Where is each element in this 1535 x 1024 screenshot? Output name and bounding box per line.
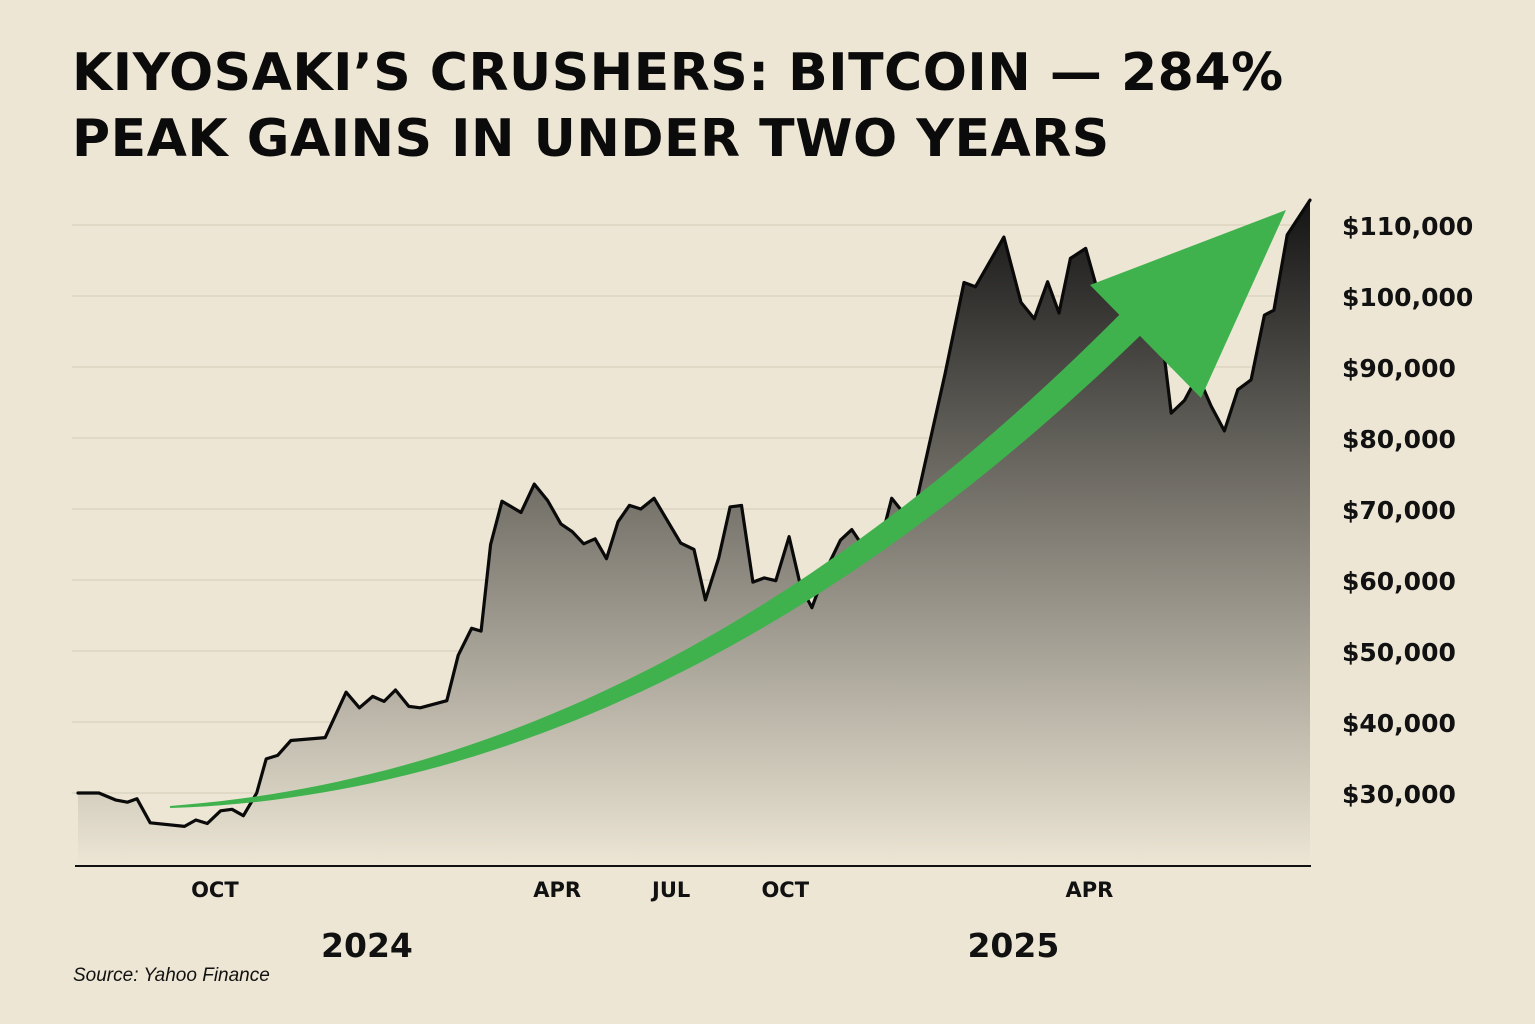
year-label: 2024 bbox=[321, 926, 413, 965]
y-tick-label: $90,000 bbox=[1342, 354, 1456, 383]
trend-arrow-head bbox=[1090, 210, 1286, 398]
y-tick-label: $70,000 bbox=[1342, 496, 1456, 525]
year-labels: 2024 2025 bbox=[321, 926, 1059, 965]
x-tick-label: JUL bbox=[650, 878, 690, 902]
y-tick-label: $40,000 bbox=[1342, 709, 1456, 738]
x-tick-label: OCT bbox=[761, 878, 809, 902]
chart-title-line-1: KIYOSAKI’S CRUSHERS: BITCOIN — 284% bbox=[72, 43, 1284, 103]
x-tick-label: APR bbox=[533, 878, 581, 902]
trend-arrow-icon bbox=[169, 210, 1286, 808]
y-tick-label: $100,000 bbox=[1342, 283, 1473, 312]
year-label: 2025 bbox=[967, 926, 1059, 965]
y-tick-label: $110,000 bbox=[1342, 212, 1473, 241]
y-tick-label: $30,000 bbox=[1342, 780, 1456, 809]
x-axis-ticks: OCT APR JUL OCT APR bbox=[191, 878, 1113, 902]
y-axis-ticks: $30,000 $40,000 $50,000 $60,000 $70,000 $80,0… bbox=[1342, 212, 1473, 809]
chart-title: KIYOSAKI’S CRUSHERS: BITCOIN — 284% PEAK… bbox=[72, 40, 1492, 172]
source-note: Source: Yahoo Finance bbox=[73, 965, 270, 986]
x-tick-label: OCT bbox=[191, 878, 239, 902]
y-tick-label: $50,000 bbox=[1342, 638, 1456, 667]
chart-title-line-2: PEAK GAINS IN UNDER TWO YEARS bbox=[72, 109, 1110, 169]
y-tick-label: $60,000 bbox=[1342, 567, 1456, 596]
price-line bbox=[76, 198, 1312, 829]
y-tick-label: $80,000 bbox=[1342, 425, 1456, 454]
x-tick-label: APR bbox=[1066, 878, 1114, 902]
